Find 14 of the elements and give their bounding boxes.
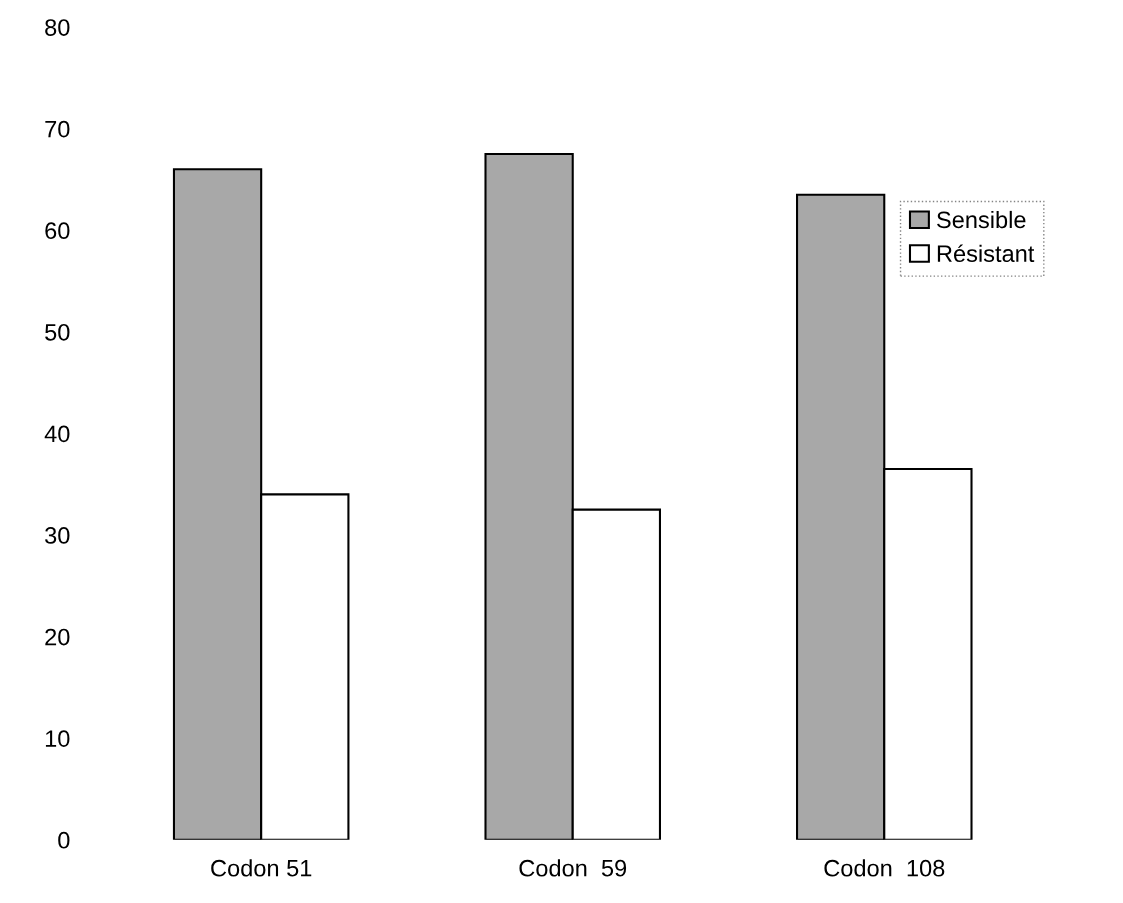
y-tick-label: 40: [44, 425, 70, 443]
x-tick-label: Codon 108: [824, 859, 945, 877]
x-tick-label: Codon 51: [211, 859, 312, 877]
y-tick-label: 60: [45, 222, 70, 240]
y-tick-label: 70: [45, 120, 70, 138]
legend-label: Résistant: [937, 244, 1035, 263]
y-tick-label: 10: [45, 730, 70, 747]
y-tick-label: 0: [58, 831, 70, 849]
y-tick-label: 80: [45, 19, 70, 36]
x-tick-label: Codon 59: [519, 859, 627, 877]
y-tick-label: 30: [45, 527, 70, 544]
legend-label: Sensible: [937, 210, 1026, 229]
y-tick-label: 50: [45, 323, 70, 341]
y-tick-label: 20: [45, 628, 70, 646]
